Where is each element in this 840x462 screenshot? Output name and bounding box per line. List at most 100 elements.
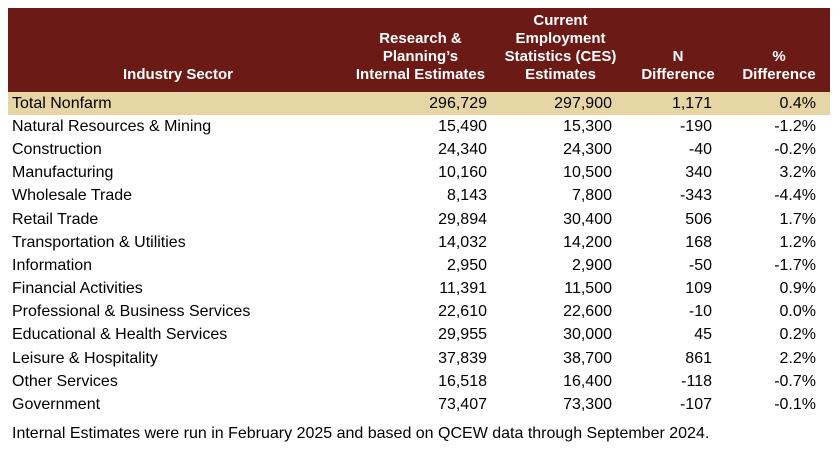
total-row: Total Nonfarm 296,729 297,900 1,171 0.4%: [8, 89, 830, 116]
table-row: Manufacturing 10,160 10,500 340 3.2%: [8, 162, 830, 185]
table-cell-sector: Other Services: [12, 372, 118, 390]
table-cell-sector: Government: [12, 396, 101, 414]
table-row: Leisure & Hospitality 37,839 38,700 861 2.2%: [8, 347, 830, 370]
table-cell-ces: 30,000: [563, 326, 612, 344]
table-cell-pct-diff: 3.2%: [779, 164, 816, 182]
table-cell-pct-diff: 0.4%: [728, 89, 830, 116]
table-cell-sector: Total Nonfarm: [8, 89, 348, 116]
table-cell-internal: 24,340: [438, 140, 487, 158]
table-cell-ces: 11,500: [564, 280, 612, 298]
table-row: Information 2,950 2,900 -50 -1.7%: [8, 254, 830, 277]
header-line: Estimates: [525, 66, 596, 83]
table-cell-n-diff: 168: [685, 233, 712, 251]
table-cell-sector: Financial Activities: [12, 280, 143, 298]
table-cell-internal: 296,729: [348, 89, 493, 116]
footnote: Internal Estimates were run in February …: [12, 425, 710, 442]
table-cell-pct-diff: 1.2%: [779, 233, 816, 251]
table-cell-n-diff: 45: [694, 326, 712, 344]
table-cell-pct-diff: 2.2%: [779, 349, 816, 367]
table-cell-internal: 10,160: [438, 164, 487, 182]
table-cell-n-diff: -190: [679, 117, 712, 135]
table-cell-n-diff: -40: [688, 140, 712, 158]
table-cell-ces: 38,700: [563, 349, 612, 367]
table-cell-sector: Retail Trade: [12, 210, 99, 228]
table-cell-internal: 2,950: [446, 256, 487, 274]
table-cell-sector: Natural Resources & Mining: [12, 117, 212, 135]
table-cell-internal: 14,032: [438, 233, 487, 251]
table-cell-internal: 37,839: [438, 349, 487, 367]
table-cell-pct-diff: -1.2%: [774, 117, 816, 135]
header-line: %: [772, 48, 786, 65]
table-cell-n-diff: -107: [679, 396, 712, 414]
header-line: Difference: [742, 66, 816, 83]
table-cell-sector: Manufacturing: [12, 164, 114, 182]
header-line: Planning’s: [382, 48, 459, 65]
table-cell-n-diff: 1,171: [628, 89, 728, 116]
table-cell-internal: 11,391: [439, 280, 487, 298]
table-cell-pct-diff: -4.4%: [774, 187, 816, 205]
table-cell-sector: Professional & Business Services: [12, 303, 251, 321]
header-line: Industry Sector: [122, 66, 234, 83]
header-n-difference: N Difference: [628, 8, 728, 91]
header-pct-difference: % Difference: [728, 8, 830, 91]
header-line: Internal Estimates: [355, 66, 486, 83]
table-cell-ces: 14,200: [563, 233, 612, 251]
table-cell-ces: 15,300: [563, 117, 612, 135]
table-cell-sector: Leisure & Hospitality: [12, 349, 158, 367]
table-cell-internal: 73,407: [438, 396, 487, 414]
table-row: Transportation & Utilities 14,032 14,200 16…: [8, 231, 830, 254]
table-cell-n-diff: 109: [685, 280, 712, 298]
table-cell-internal: 22,610: [438, 303, 487, 321]
table-cell-ces: 10,500: [563, 164, 612, 182]
table-cell-ces: 30,400: [563, 210, 612, 228]
table-cell-n-diff: -118: [681, 372, 712, 390]
table-cell-sector: Wholesale Trade: [12, 187, 133, 205]
table-cell-n-diff: -50: [688, 256, 712, 274]
header-internal-estimates: Research & Planning’s Internal Estimates: [348, 8, 493, 91]
header-line: N: [672, 48, 684, 65]
table-cell-internal: 16,518: [438, 372, 487, 390]
table-cell-n-diff: 506: [685, 210, 712, 228]
table-cell-pct-diff: 1.7%: [779, 210, 816, 228]
table-cell-n-diff: 340: [685, 164, 712, 182]
table-cell-internal: 15,490: [438, 117, 487, 135]
table-cell-n-diff: -10: [688, 303, 712, 321]
table-header: Industry Sector Research & Planning’s In…: [8, 8, 830, 91]
table-cell-pct-diff: -0.1%: [774, 396, 816, 414]
header-line: Difference: [641, 66, 715, 83]
header-line: Research &: [379, 30, 462, 47]
table-cell-ces: 297,900: [493, 89, 628, 116]
header-industry-sector: Industry Sector: [8, 8, 348, 91]
table-cell-sector: Educational & Health Services: [12, 326, 228, 344]
table-row: Financial Activities 11,391 11,500 109 0.9%: [8, 278, 830, 301]
table-row: Professional & Business Services 22,610 22…: [8, 301, 830, 324]
table-body: Total Nonfarm 296,729 297,900 1,171 0.4%…: [8, 89, 830, 417]
table-cell-internal: 29,894: [438, 210, 487, 228]
table-cell-pct-diff: 0.9%: [779, 280, 816, 298]
table-cell-ces: 73,300: [563, 396, 612, 414]
table-cell-pct-diff: 0.0%: [779, 303, 816, 321]
table-cell-pct-diff: -0.2%: [774, 140, 816, 158]
table-row: Educational & Health Services 29,955 30,00…: [8, 324, 830, 347]
header-line: Statistics (CES): [504, 48, 617, 65]
table-cell-pct-diff: -0.7%: [774, 372, 816, 390]
table-cell-ces: 7,800: [571, 187, 612, 205]
table-row: Retail Trade 29,894 30,400 506 1.7%: [8, 208, 830, 231]
table-cell-ces: 24,300: [563, 140, 612, 158]
table-cell-internal: 29,955: [438, 326, 487, 344]
table-cell-pct-diff: -1.7%: [774, 256, 816, 274]
table-cell-sector: Information: [12, 256, 93, 274]
table-row: Natural Resources & Mining 15,490 15,300 -1…: [8, 115, 830, 138]
table-cell-sector: Construction: [12, 140, 102, 158]
table-row: Other Services 16,518 16,400 -118 -0.7%: [8, 370, 830, 393]
table-cell-n-diff: 861: [685, 349, 712, 367]
table-row: Construction 24,340 24,300 -40 -0.2%: [8, 138, 830, 161]
estimates-table: Industry Sector Research & Planning’s In…: [8, 8, 830, 417]
header-line: Employment: [515, 30, 606, 47]
table-row: Wholesale Trade 8,143 7,800 -343 -4.4%: [8, 185, 830, 208]
table-row: Government 73,407 73,300 -107 -0.1%: [8, 393, 830, 416]
table-cell-ces: 16,400: [563, 372, 612, 390]
table-cell-n-diff: -343: [679, 187, 712, 205]
header-line: Current: [533, 12, 588, 29]
